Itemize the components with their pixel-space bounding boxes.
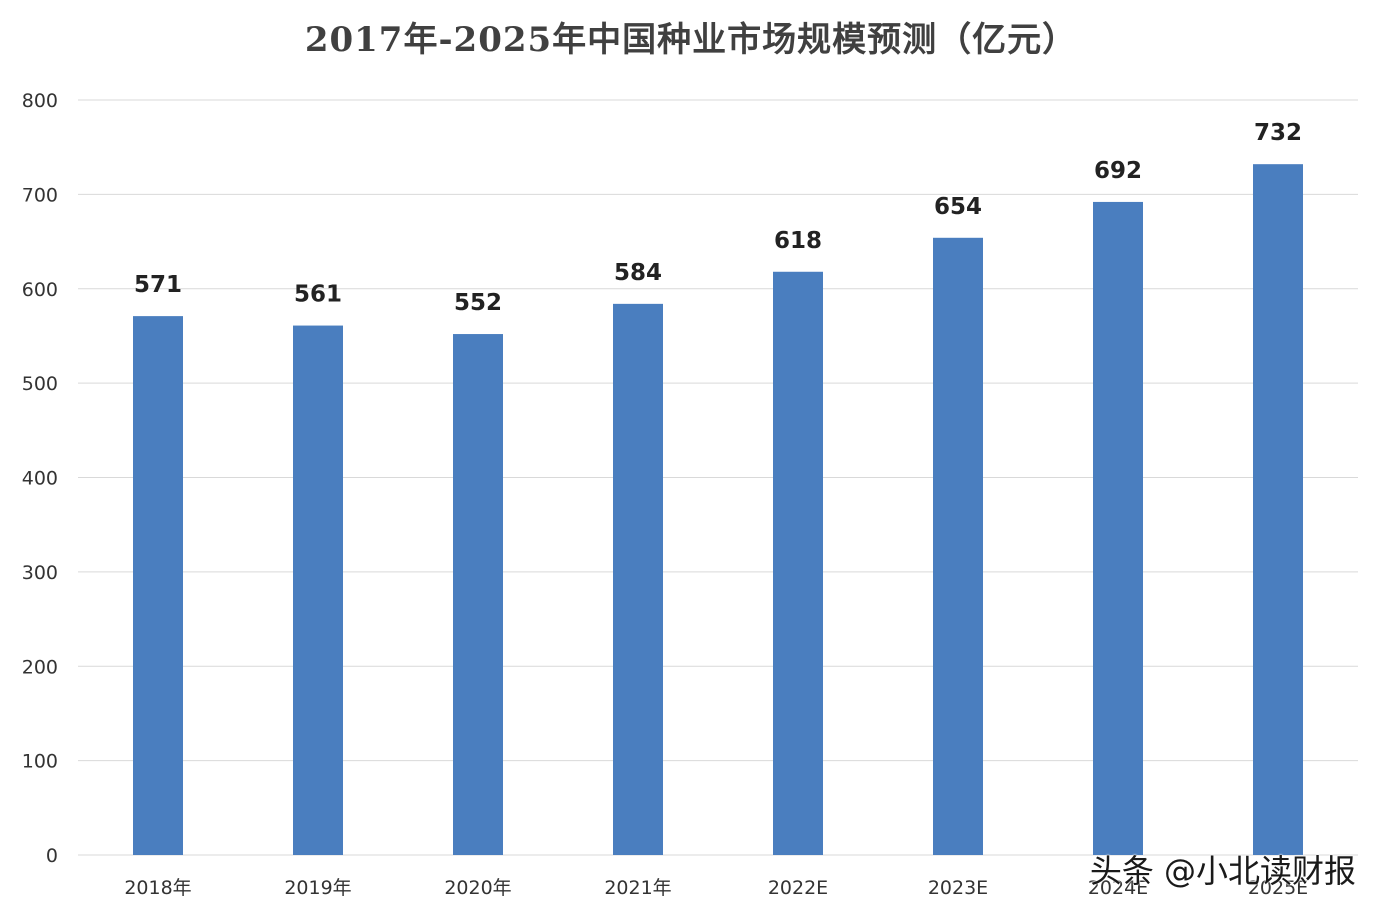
data-label: 732 [1254,120,1302,146]
y-tick-label: 100 [22,751,58,773]
data-label: 561 [294,282,342,308]
data-label: 692 [1094,158,1142,184]
bar [453,334,503,855]
x-tick-label: 2023E [928,877,988,899]
y-tick-label: 700 [22,184,58,206]
y-tick-label: 600 [22,279,58,301]
y-tick-label: 800 [22,90,58,112]
y-tick-label: 200 [22,656,58,678]
y-tick-label: 0 [46,845,58,867]
data-label: 618 [774,228,822,254]
chart-title: 2017年-2025年中国种业市场规模预测（亿元） [304,20,1078,60]
bar [1093,201,1143,856]
bar [773,271,823,855]
bar [1253,164,1303,856]
y-tick-label: 400 [22,468,58,490]
bar [933,237,983,856]
data-label: 654 [934,194,982,220]
y-tick-label: 300 [22,562,58,584]
x-tick-label: 2021年 [604,877,671,899]
data-label: 552 [454,290,502,316]
x-tick-label: 2025E [1248,877,1308,899]
x-tick-label: 2022E [768,877,828,899]
data-label: 584 [614,260,662,286]
x-tick-label: 2018年 [124,877,191,899]
bar [613,303,663,856]
x-tick-label: 2019年 [284,877,351,899]
x-tick-label: 2024E [1088,877,1148,899]
bar [293,325,343,855]
y-tick-label: 500 [22,373,58,395]
x-tick-label: 2020年 [444,877,511,899]
watermark-text: 头条 @小北读财报 [1089,852,1356,890]
data-label: 571 [134,272,182,298]
bar [133,316,183,855]
